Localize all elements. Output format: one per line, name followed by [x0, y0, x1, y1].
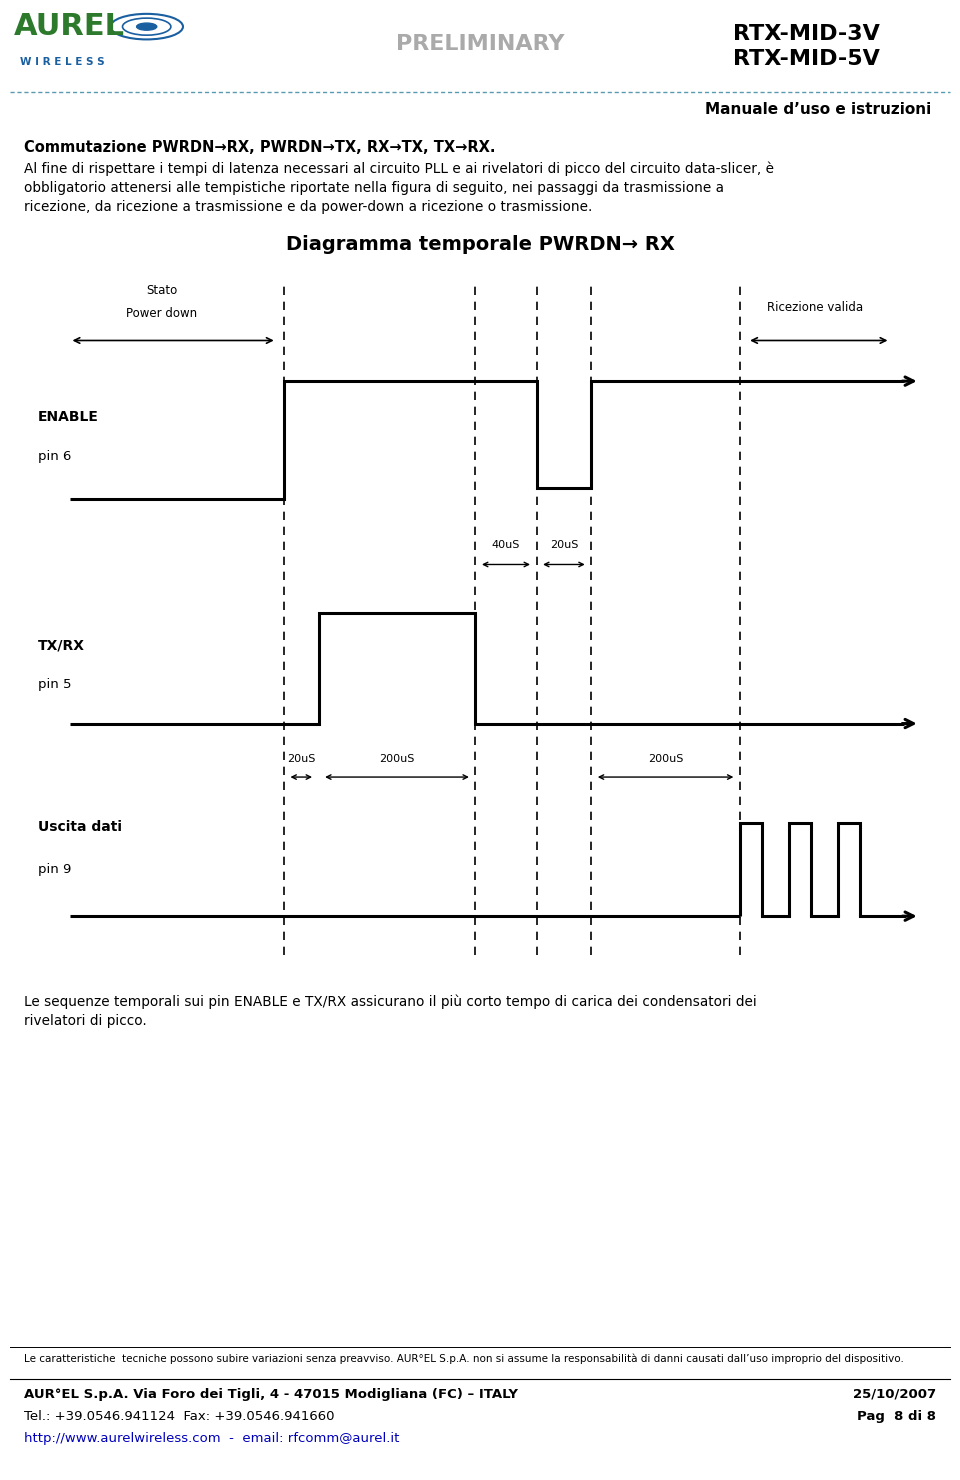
Text: PRELIMINARY: PRELIMINARY: [396, 34, 564, 55]
Text: W I R E L E S S: W I R E L E S S: [19, 58, 105, 67]
Text: Stato: Stato: [146, 284, 178, 297]
Text: TX/RX: TX/RX: [37, 638, 84, 653]
Text: AUREL: AUREL: [13, 12, 125, 41]
Text: Commutazione PWRDN→RX, PWRDN→TX, RX→TX, TX→RX.: Commutazione PWRDN→RX, PWRDN→TX, RX→TX, …: [24, 141, 495, 155]
Circle shape: [136, 24, 156, 30]
Text: pin 9: pin 9: [37, 863, 71, 876]
Text: Diagramma temporale PWRDN→ RX: Diagramma temporale PWRDN→ RX: [285, 235, 675, 253]
Text: 20uS: 20uS: [287, 755, 316, 764]
Text: 25/10/2007: 25/10/2007: [852, 1388, 936, 1400]
Text: RTX-MID-3V: RTX-MID-3V: [733, 24, 879, 44]
Text: Ricezione valida: Ricezione valida: [767, 300, 863, 314]
Text: 20uS: 20uS: [550, 540, 578, 551]
Text: rivelatori di picco.: rivelatori di picco.: [24, 1014, 147, 1029]
Text: ricezione, da ricezione a trasmissione e da power-down a ricezione o trasmission: ricezione, da ricezione a trasmissione e…: [24, 200, 592, 215]
Text: Le caratteristiche  tecniche possono subire variazioni senza preavviso. AUR°EL S: Le caratteristiche tecniche possono subi…: [24, 1353, 904, 1365]
Text: Le sequenze temporali sui pin ENABLE e TX/RX assicurano il più corto tempo di ca: Le sequenze temporali sui pin ENABLE e T…: [24, 995, 756, 1009]
Text: Al fine di rispettare i tempi di latenza necessari al circuito PLL e ai rivelato: Al fine di rispettare i tempi di latenza…: [24, 161, 774, 176]
Text: pin 5: pin 5: [37, 678, 71, 691]
Text: Pag  8 di 8: Pag 8 di 8: [857, 1410, 936, 1422]
Text: AUR°EL S.p.A. Via Foro dei Tigli, 4 - 47015 Modigliana (FC) – ITALY: AUR°EL S.p.A. Via Foro dei Tigli, 4 - 47…: [24, 1388, 518, 1400]
Text: Uscita dati: Uscita dati: [37, 820, 122, 835]
Text: pin 6: pin 6: [37, 450, 71, 463]
Text: Tel.: +39.0546.941124  Fax: +39.0546.941660: Tel.: +39.0546.941124 Fax: +39.0546.9416…: [24, 1410, 334, 1422]
Text: 40uS: 40uS: [492, 540, 520, 551]
Text: RTX-MID-5V: RTX-MID-5V: [733, 49, 879, 70]
Text: obbligatorio attenersi alle tempistiche riportate nella figura di seguito, nei p: obbligatorio attenersi alle tempistiche …: [24, 181, 724, 195]
Text: http://www.aurelwireless.com  -  email: rfcomm@aurel.it: http://www.aurelwireless.com - email: rf…: [24, 1433, 399, 1444]
Text: ENABLE: ENABLE: [37, 410, 99, 423]
Text: 200uS: 200uS: [648, 755, 684, 764]
Text: 200uS: 200uS: [379, 755, 415, 764]
Text: Power down: Power down: [126, 306, 198, 320]
Text: Manuale d’uso e istruzioni: Manuale d’uso e istruzioni: [705, 102, 931, 117]
